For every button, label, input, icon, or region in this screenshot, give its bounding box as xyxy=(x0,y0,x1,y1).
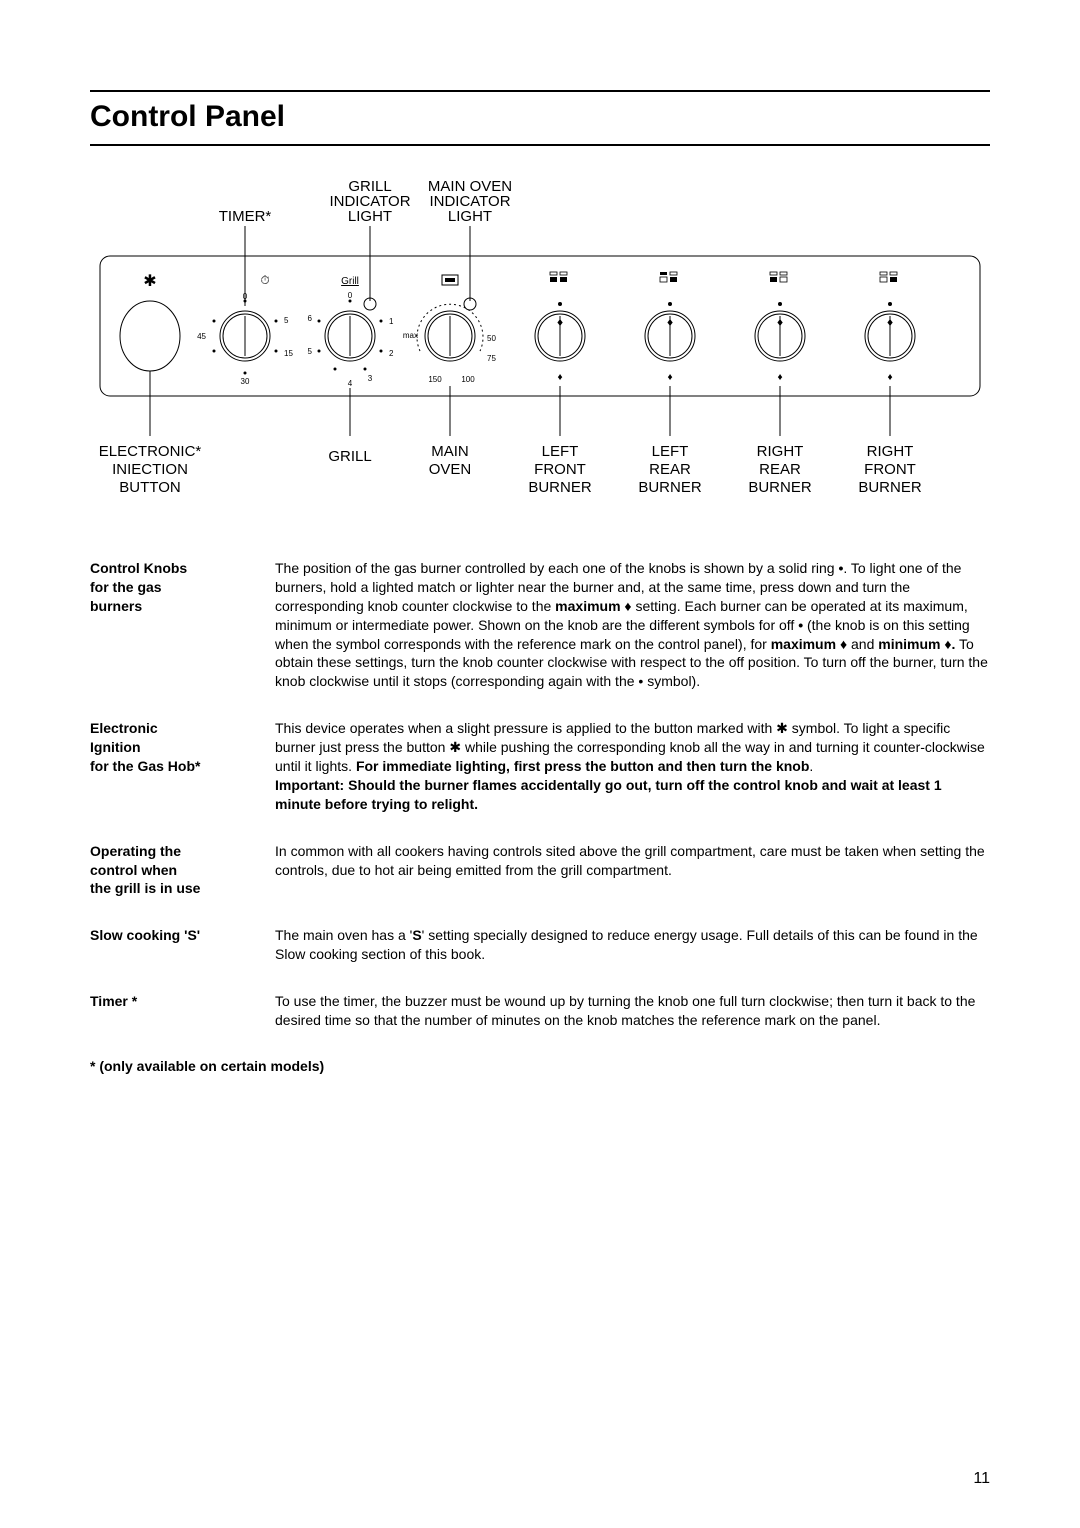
main-oven-knob: max 150 100 75 50 xyxy=(403,275,497,384)
label-timer-top: TIMER* xyxy=(219,208,272,225)
svg-text:0: 0 xyxy=(348,291,353,300)
label-rr-2: REAR xyxy=(759,461,801,478)
section-timer: Timer * To use the timer, the buzzer mus… xyxy=(90,992,990,1030)
section-label: Electronic Ignition for the Gas Hob* xyxy=(90,719,275,813)
label-line: Electronic xyxy=(90,720,158,736)
section-label: Slow cooking 'S' xyxy=(90,926,275,964)
svg-text:1: 1 xyxy=(389,317,394,326)
svg-text:2: 2 xyxy=(389,349,394,358)
svg-text:100: 100 xyxy=(461,375,475,384)
svg-text:0: 0 xyxy=(243,292,248,301)
label-lr-1: LEFT xyxy=(652,443,689,460)
svg-text:Grill: Grill xyxy=(341,276,359,287)
svg-text:5: 5 xyxy=(308,347,313,356)
section-slow-cooking: Slow cooking 'S' The main oven has a 'S'… xyxy=(90,926,990,964)
svg-text:30: 30 xyxy=(241,377,250,386)
diagram-svg: TIMER* GRILL INDICATOR LIGHT MAIN OVEN I… xyxy=(90,176,990,526)
svg-text:♦: ♦ xyxy=(557,372,562,383)
left-front-burner-knob: ♦ ♦ xyxy=(535,272,585,383)
svg-text:⏱: ⏱ xyxy=(260,273,269,287)
sections-container: Control Knobs for the gas burners The po… xyxy=(90,559,990,1030)
svg-text:♦: ♦ xyxy=(667,372,672,383)
right-front-burner-knob: ♦ ♦ xyxy=(865,272,915,383)
right-rear-burner-knob: ♦ ♦ xyxy=(755,272,805,383)
label-line: burners xyxy=(90,598,142,614)
title-underline xyxy=(90,144,990,146)
grill-knob: Grill 0 1 2 3 4 5 xyxy=(308,276,394,388)
label-main-oven-1: MAIN xyxy=(431,443,469,460)
label-electronic-2: INIECTION xyxy=(112,461,188,478)
label-electronic-3: BUTTON xyxy=(119,479,180,496)
label-rr-3: BURNER xyxy=(748,479,812,496)
label-grill-ind-3: LIGHT xyxy=(348,208,392,225)
label-rf-2: FRONT xyxy=(864,461,916,478)
label-lf-3: BURNER xyxy=(528,479,592,496)
left-rear-burner-knob: ♦ ♦ xyxy=(645,272,695,383)
label-lr-2: REAR xyxy=(649,461,691,478)
label-main-oven-2: OVEN xyxy=(429,461,472,478)
section-body: The position of the gas burner controlle… xyxy=(275,559,990,691)
section-body: This device operates when a slight press… xyxy=(275,719,990,813)
svg-text:♦: ♦ xyxy=(777,372,782,383)
svg-text:♦: ♦ xyxy=(887,372,892,383)
label-line: Slow cooking 'S' xyxy=(90,927,200,943)
svg-text:5: 5 xyxy=(284,316,289,325)
label-line: control when xyxy=(90,862,177,878)
label-rr-1: RIGHT xyxy=(757,443,804,460)
svg-text:45: 45 xyxy=(197,332,206,341)
section-label: Operating the control when the grill is … xyxy=(90,842,275,899)
label-line: Control Knobs xyxy=(90,560,187,576)
section-label: Control Knobs for the gas burners xyxy=(90,559,275,691)
label-line: Operating the xyxy=(90,843,181,859)
svg-text:6: 6 xyxy=(308,314,313,323)
svg-text:75: 75 xyxy=(487,354,496,363)
label-rf-1: RIGHT xyxy=(867,443,914,460)
ignition-button-icon: ✱ xyxy=(120,273,180,371)
label-line: Ignition xyxy=(90,739,141,755)
page-number: 11 xyxy=(973,1470,990,1488)
section-body: To use the timer, the buzzer must be wou… xyxy=(275,992,990,1030)
label-line: for the Gas Hob* xyxy=(90,758,200,774)
svg-text:4: 4 xyxy=(348,379,353,388)
label-grill-bottom: GRILL xyxy=(328,448,371,465)
label-lr-3: BURNER xyxy=(638,479,702,496)
section-label: Timer * xyxy=(90,992,275,1030)
svg-text:3: 3 xyxy=(368,374,373,383)
label-rf-3: BURNER xyxy=(858,479,922,496)
svg-text:150: 150 xyxy=(428,375,442,384)
label-electronic-1: ELECTRONIC* xyxy=(99,443,202,460)
label-lf-2: FRONT xyxy=(534,461,586,478)
svg-text:50: 50 xyxy=(487,334,496,343)
svg-text:✱: ✱ xyxy=(143,273,156,290)
footnote: * (only available on certain models) xyxy=(90,1058,990,1074)
label-main-ind-3: LIGHT xyxy=(448,208,492,225)
section-electronic-ignition: Electronic Ignition for the Gas Hob* Thi… xyxy=(90,719,990,813)
section-operating-grill: Operating the control when the grill is … xyxy=(90,842,990,899)
label-lf-1: LEFT xyxy=(542,443,579,460)
page-title: Control Panel xyxy=(90,100,990,134)
label-line: the grill is in use xyxy=(90,880,200,896)
label-line: Timer * xyxy=(90,993,137,1009)
section-control-knobs: Control Knobs for the gas burners The po… xyxy=(90,559,990,691)
svg-text:15: 15 xyxy=(284,349,293,358)
label-line: for the gas xyxy=(90,579,162,595)
svg-text:max: max xyxy=(403,331,418,340)
control-panel-diagram: TIMER* GRILL INDICATOR LIGHT MAIN OVEN I… xyxy=(90,176,990,531)
section-body: The main oven has a 'S' setting speciall… xyxy=(275,926,990,964)
top-rule xyxy=(90,90,990,92)
section-body: In common with all cookers having contro… xyxy=(275,842,990,899)
